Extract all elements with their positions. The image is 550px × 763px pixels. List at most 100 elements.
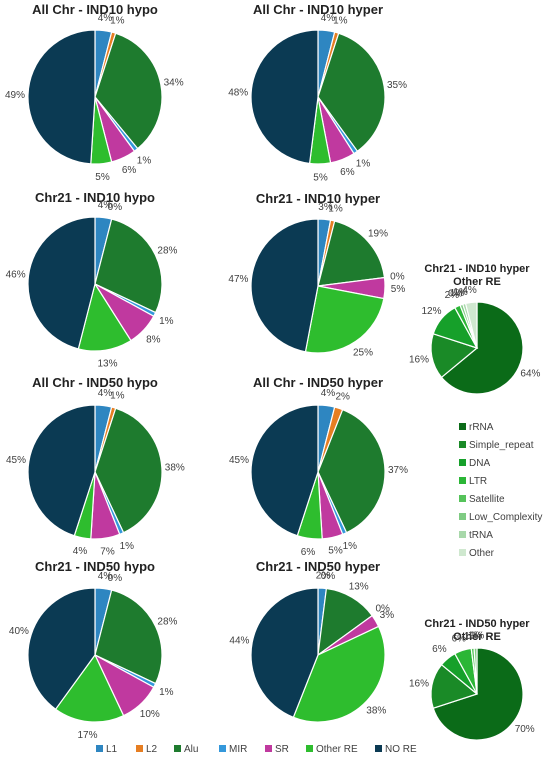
data-label-l1: 4% bbox=[321, 388, 336, 399]
pie-slice-no-re bbox=[250, 404, 319, 537]
legend-label: L2 bbox=[146, 744, 158, 755]
pie-slice-other-re bbox=[77, 282, 132, 352]
pie-slice-other-re bbox=[304, 285, 385, 354]
legend-swatch bbox=[174, 745, 181, 752]
legend-item-rrna: rRNA bbox=[459, 422, 494, 433]
legend-swatch bbox=[96, 745, 103, 752]
chart-title: Other RE bbox=[453, 631, 501, 643]
legend-other-re: rRNA Simple_repeat DNA LTR Satellite Low_Comp… bbox=[459, 422, 542, 559]
legend-label: rRNA bbox=[469, 422, 494, 433]
data-label-alu: 28% bbox=[157, 616, 177, 627]
data-label-mir: 1% bbox=[159, 316, 174, 327]
chart-title: All Chr - IND10 hyper bbox=[253, 2, 383, 17]
legend-item-mir: MIR bbox=[219, 744, 247, 755]
legend-label: DNA bbox=[469, 458, 490, 469]
legend-item-low-complexity: Low_Complexity bbox=[459, 512, 542, 523]
data-label-sr: 5% bbox=[328, 546, 343, 557]
legend-swatch bbox=[459, 495, 466, 502]
legend-item-other-re: Other RE bbox=[306, 744, 358, 755]
legend-label: Alu bbox=[184, 744, 198, 755]
legend-main: L1 L2 Alu MIR SR Other RE NO RE bbox=[96, 744, 417, 755]
chart-title: All Chr - IND10 hypo bbox=[32, 2, 158, 17]
legend-swatch bbox=[459, 531, 466, 538]
data-label-alu: 28% bbox=[157, 245, 177, 256]
data-label-other-re: 38% bbox=[366, 705, 386, 716]
data-label-l2: 1% bbox=[110, 391, 125, 402]
legend-label: Low_Complexity bbox=[469, 512, 542, 523]
pie-slice-rrna bbox=[432, 647, 524, 741]
data-label-l2: 1% bbox=[333, 16, 348, 27]
pie-slice-other-re bbox=[292, 625, 386, 723]
chart-title: Chr21 - IND50 hypo bbox=[35, 559, 155, 574]
data-label-other-re: 6% bbox=[301, 547, 316, 558]
chart-title: Chr21 - IND50 hyper bbox=[256, 559, 380, 574]
data-label-low-complexity: 1% bbox=[468, 631, 483, 642]
legend-item-ltr: LTR bbox=[459, 476, 487, 487]
data-label-no-re: 48% bbox=[228, 88, 248, 99]
pie-slice-other-re bbox=[54, 653, 125, 723]
pie-slice-alu bbox=[94, 218, 163, 314]
data-label-sr: 5% bbox=[391, 284, 406, 295]
data-label-trna: 1% bbox=[453, 287, 468, 298]
data-label-no-re: 45% bbox=[229, 455, 249, 466]
data-label-other-re: 13% bbox=[97, 359, 117, 370]
pie-slice-alu bbox=[317, 408, 386, 534]
legend-swatch bbox=[459, 459, 466, 466]
pie-slice-alu bbox=[317, 587, 374, 657]
data-label-alu: 34% bbox=[164, 78, 184, 89]
pie-slice-alu bbox=[94, 407, 163, 534]
legend-item-sr: SR bbox=[265, 744, 289, 755]
data-label-no-re: 45% bbox=[6, 455, 26, 466]
pie-slice-alu bbox=[94, 32, 163, 150]
legend-label: Simple_repeat bbox=[469, 440, 534, 451]
data-label-sr: 6% bbox=[340, 167, 355, 178]
data-label-l2: 0% bbox=[108, 202, 123, 213]
data-label-l1: 4% bbox=[321, 13, 336, 24]
chart-title: All Chr - IND50 hypo bbox=[32, 375, 158, 390]
data-label-no-re: 46% bbox=[6, 270, 26, 281]
data-label-rrna: 64% bbox=[520, 369, 540, 380]
legend-label: SR bbox=[275, 744, 289, 755]
legend-label: NO RE bbox=[385, 744, 417, 755]
data-label-ltr: 6% bbox=[452, 633, 467, 644]
chart-title: Chr21 - IND50 hyper bbox=[424, 618, 530, 630]
pie-slice-no-re bbox=[250, 29, 319, 165]
legend-item-simple-repeat: Simple_repeat bbox=[459, 440, 534, 451]
chart-title: Other RE bbox=[453, 276, 501, 288]
data-label-simple-repeat: 16% bbox=[409, 355, 429, 366]
legend-label: L1 bbox=[106, 744, 118, 755]
data-label-other-re: 4% bbox=[73, 546, 88, 557]
legend-item-l1: L1 bbox=[96, 744, 118, 755]
data-label-l1: 4% bbox=[98, 13, 113, 24]
pie-slice-rrna bbox=[440, 301, 524, 395]
pie-slice-alu bbox=[317, 220, 386, 287]
data-label-mir: 1% bbox=[343, 541, 358, 552]
legend-item-other: Other bbox=[459, 548, 495, 559]
data-label-ltr: 2% bbox=[445, 290, 460, 301]
data-label-other-re: 5% bbox=[313, 173, 328, 184]
data-label-l1: 4% bbox=[98, 571, 113, 582]
pie-slice-simple-repeat bbox=[430, 663, 479, 709]
data-label-dna: 12% bbox=[421, 306, 441, 317]
data-label-alu: 38% bbox=[165, 463, 185, 474]
pie-slice-no-re bbox=[250, 587, 319, 719]
chart-title: Chr21 - IND10 hyper bbox=[424, 263, 530, 275]
legend-label: Other bbox=[469, 548, 495, 559]
data-label-no-re: 40% bbox=[9, 626, 29, 637]
legend-item-dna: DNA bbox=[459, 458, 490, 469]
data-label-other: 0% bbox=[470, 631, 485, 642]
legend-label: tRNA bbox=[469, 530, 493, 541]
data-label-l2: 0% bbox=[108, 573, 123, 584]
chart-title: Chr21 - IND10 hyper bbox=[256, 191, 380, 206]
data-label-other-re: 5% bbox=[95, 172, 110, 183]
legend-label: Other RE bbox=[316, 744, 358, 755]
data-label-alu: 19% bbox=[368, 229, 388, 240]
pie-slice-no-re bbox=[27, 29, 96, 165]
